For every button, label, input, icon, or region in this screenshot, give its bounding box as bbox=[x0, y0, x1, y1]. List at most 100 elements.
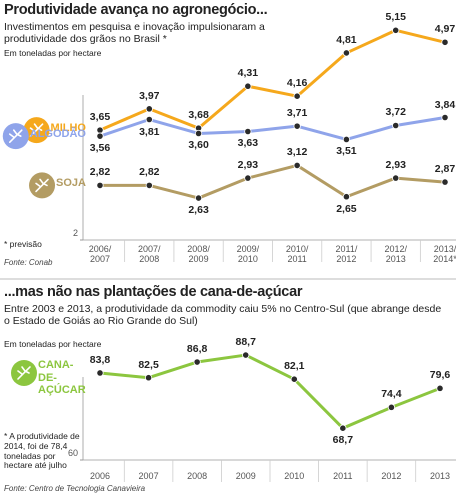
x-tick-label: 2006 bbox=[89, 471, 111, 481]
data-point bbox=[242, 351, 250, 359]
x-tick-label: 2007 bbox=[138, 471, 159, 481]
series-line bbox=[99, 28, 446, 132]
legend-label: SOJA bbox=[56, 177, 86, 190]
data-label: 3,71 bbox=[286, 107, 308, 120]
data-label: 3,72 bbox=[385, 106, 406, 119]
legend-label: MILHO bbox=[50, 122, 86, 135]
data-label: 4,31 bbox=[237, 67, 259, 80]
data-point bbox=[96, 181, 104, 190]
data-label: 88,7 bbox=[235, 336, 256, 349]
x-tick-label: 2012/ 2013 bbox=[384, 244, 407, 265]
data-label: 3,84 bbox=[434, 98, 456, 111]
x-tick-label: 2007/ 2008 bbox=[138, 244, 161, 265]
x-tick-label: 2013/ 2014* bbox=[433, 244, 456, 265]
data-point bbox=[293, 161, 301, 170]
data-label: 5,15 bbox=[385, 11, 406, 24]
data-point bbox=[342, 49, 351, 57]
data-point bbox=[392, 174, 400, 182]
x-tick-label: 2011/ 2012 bbox=[335, 244, 358, 265]
data-point bbox=[387, 403, 396, 411]
data-label: 2,87 bbox=[434, 163, 456, 176]
data-label: 3,60 bbox=[188, 139, 209, 152]
data-point bbox=[392, 26, 400, 34]
legend-label: ALGODÃO bbox=[29, 128, 86, 141]
data-label: 2,93 bbox=[385, 159, 406, 172]
chart-subtitle: Investimentos em pesquisa e inovação imp… bbox=[4, 21, 265, 46]
data-point bbox=[145, 181, 153, 190]
legend-icon-glyph bbox=[17, 366, 31, 380]
data-point bbox=[96, 369, 104, 377]
data-label: 3,56 bbox=[89, 142, 111, 155]
x-tick-label: 2010 bbox=[284, 471, 305, 481]
data-point bbox=[441, 38, 449, 46]
data-point bbox=[144, 374, 153, 382]
data-point bbox=[145, 115, 153, 124]
data-point bbox=[96, 126, 104, 134]
legend-icon-glyph bbox=[29, 123, 44, 137]
x-tick-label: 2009/ 2010 bbox=[236, 244, 260, 265]
chart-title: ...mas não nas plantações de cana-de-açú… bbox=[4, 284, 303, 300]
chart-subtitle: Entre 2003 e 2013, a produtividade da co… bbox=[4, 303, 442, 328]
chart-title: Produtividade avança no agronegócio... bbox=[4, 2, 268, 18]
data-label: 3,97 bbox=[139, 89, 160, 102]
data-label: 3,12 bbox=[286, 146, 308, 159]
data-point bbox=[293, 92, 301, 100]
data-point bbox=[145, 105, 153, 113]
data-point bbox=[244, 174, 252, 182]
data-label: 2,93 bbox=[237, 159, 259, 172]
data-label: 4,97 bbox=[434, 23, 456, 36]
data-label: 4,16 bbox=[286, 77, 308, 90]
data-label: 3,63 bbox=[237, 137, 259, 150]
data-label: 68,7 bbox=[332, 434, 354, 447]
data-label: 3,68 bbox=[188, 109, 209, 122]
x-tick-label: 2012 bbox=[381, 471, 402, 481]
data-point bbox=[193, 358, 201, 366]
data-point bbox=[441, 178, 449, 186]
series-line bbox=[99, 353, 441, 430]
data-point bbox=[392, 121, 400, 130]
data-point bbox=[342, 135, 351, 144]
data-label: 2,82 bbox=[139, 166, 160, 179]
unit-label: Em toneladas por hectare bbox=[4, 48, 102, 58]
data-point bbox=[244, 82, 252, 90]
data-point bbox=[441, 113, 449, 122]
data-label: 82,1 bbox=[284, 360, 305, 373]
series-line bbox=[100, 163, 446, 200]
data-label: 2,82 bbox=[89, 166, 111, 179]
x-tick-label: 2010/ 2011 bbox=[285, 244, 309, 265]
legend-icon-glyph bbox=[8, 129, 23, 143]
data-point bbox=[244, 127, 252, 136]
data-label: 2,65 bbox=[336, 202, 357, 215]
y-tick-label: 60 bbox=[67, 448, 78, 458]
data-point bbox=[96, 132, 104, 140]
data-label: 83,8 bbox=[89, 353, 111, 366]
data-point bbox=[339, 424, 347, 432]
data-label: 3,81 bbox=[139, 125, 160, 138]
source: Fonte: Conab bbox=[4, 258, 53, 267]
unit-label: Em toneladas por hectare bbox=[4, 339, 102, 349]
x-tick-label: 2006/ 2007 bbox=[88, 244, 112, 265]
y-tick-label: 2 bbox=[72, 228, 78, 238]
data-label: 74,4 bbox=[381, 388, 402, 401]
x-tick-label: 2011 bbox=[333, 471, 353, 481]
data-point bbox=[436, 384, 444, 392]
note: * A produtividade de 2014, foi de 78,4 t… bbox=[4, 431, 80, 471]
data-label: 4,81 bbox=[336, 33, 357, 46]
legend-icon-glyph bbox=[35, 178, 49, 193]
data-point bbox=[290, 375, 298, 383]
data-label: 3,65 bbox=[89, 111, 111, 124]
x-tick-label: 2009 bbox=[235, 471, 256, 481]
data-point bbox=[342, 193, 351, 201]
data-label: 86,8 bbox=[186, 343, 208, 355]
data-label: 82,5 bbox=[138, 358, 159, 371]
data-point bbox=[194, 129, 203, 138]
data-point bbox=[293, 122, 301, 130]
legend-label: CANA-DE-AÇÚCAR bbox=[38, 358, 86, 397]
data-label: 79,6 bbox=[429, 369, 451, 382]
x-tick-label: 2008/ 2009 bbox=[187, 244, 210, 265]
data-label: 2,63 bbox=[188, 204, 209, 217]
note: * previsão bbox=[4, 239, 42, 249]
x-tick-label: 2008 bbox=[187, 471, 208, 481]
